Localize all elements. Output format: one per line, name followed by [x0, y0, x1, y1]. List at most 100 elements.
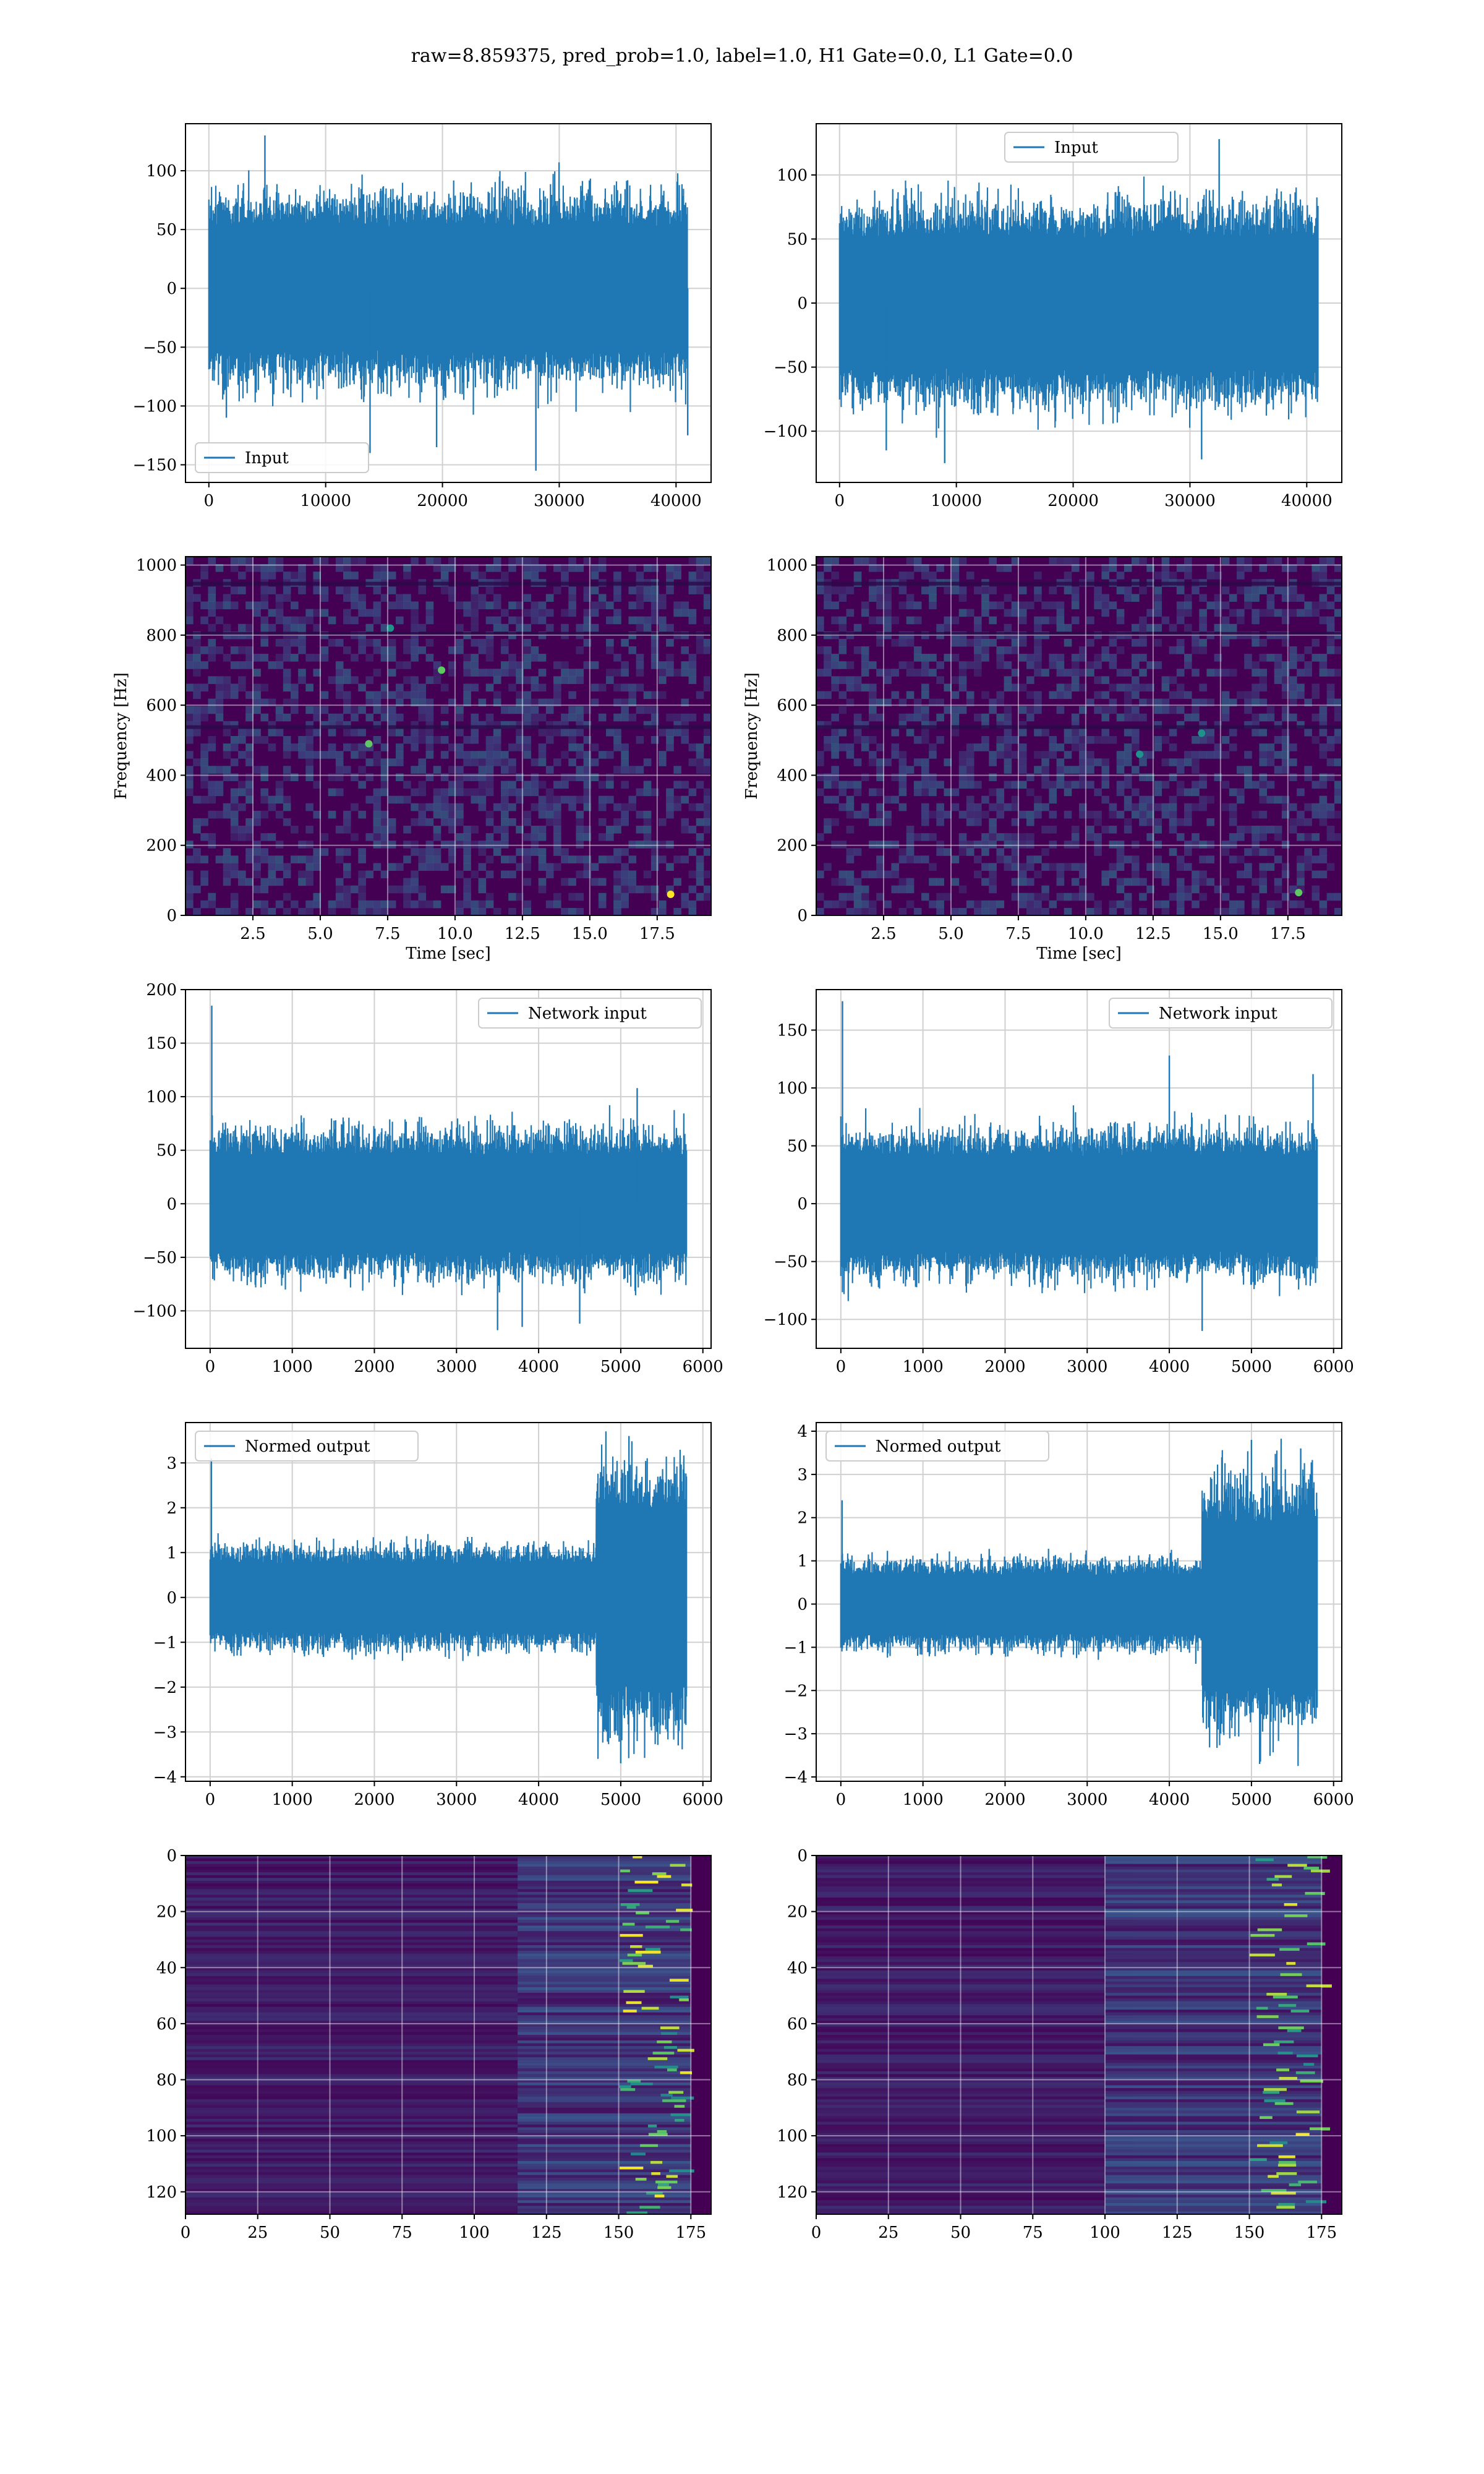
heatmap-cell	[193, 638, 201, 647]
heatmap-cell	[230, 601, 239, 610]
heatmap-row-tail	[518, 2197, 691, 2201]
heatmap-cell	[305, 616, 313, 625]
heatmap-cell	[974, 646, 982, 654]
heatmap-cell	[1237, 855, 1245, 863]
heatmap-cell	[388, 654, 396, 662]
heatmap-activation	[1278, 2004, 1297, 2008]
heatmap-row-tail	[1105, 1956, 1322, 1960]
heatmap-cell	[1094, 900, 1102, 909]
heatmap-cell	[1274, 826, 1282, 834]
heatmap-cell	[245, 728, 254, 737]
heatmap-cell	[884, 601, 892, 610]
heatmap-cell	[666, 669, 674, 677]
heatmap-cell	[598, 795, 607, 804]
heatmap-cell	[440, 795, 449, 804]
heatmap-cell	[478, 773, 487, 781]
heatmap-cell	[1132, 654, 1140, 662]
heatmap-row-streak	[186, 2169, 547, 2173]
heatmap-cell	[1297, 669, 1305, 677]
heatmap-row-tail	[518, 1959, 691, 1963]
x-tick-label: 40000	[650, 492, 702, 510]
heatmap-cell	[1199, 736, 1207, 744]
heatmap-cell	[456, 833, 464, 841]
heatmap-cell	[298, 669, 306, 677]
heatmap-cell	[958, 848, 967, 856]
heatmap-cell	[1176, 683, 1185, 691]
heatmap-row-streak	[186, 2121, 547, 2125]
heatmap-cell	[929, 810, 937, 819]
heatmap-cell	[621, 743, 629, 751]
y-tick-label: −150	[133, 456, 177, 474]
heatmap-cell	[418, 900, 427, 909]
heatmap-cell	[230, 795, 239, 804]
heatmap-cell	[628, 870, 637, 879]
heatmap-row-tail	[518, 1872, 691, 1876]
heatmap-cell	[463, 564, 471, 572]
heatmap-cell	[463, 758, 471, 766]
heatmap-cell	[403, 571, 411, 580]
series-band	[210, 1157, 687, 1251]
heatmap-cell	[1154, 571, 1162, 580]
heatmap-cell	[1176, 601, 1185, 610]
heatmap-cell	[591, 661, 599, 669]
heatmap-row-streak	[816, 1970, 1134, 1974]
heatmap-cell	[380, 706, 389, 714]
heatmap-cell	[1259, 833, 1268, 841]
legend-label: Input	[1054, 139, 1098, 157]
heatmap-cell	[440, 571, 449, 580]
heatmap-cell	[223, 870, 231, 879]
heatmap-cell	[1132, 841, 1140, 849]
heatmap-cell	[876, 713, 884, 722]
heatmap-cell	[1049, 795, 1057, 804]
heatmap-cell	[501, 571, 509, 580]
x-tick-label: 10.0	[1068, 925, 1104, 943]
heatmap-cell	[433, 848, 441, 856]
heatmap-cell	[1132, 766, 1140, 774]
heatmap-cell	[380, 743, 389, 751]
heatmap-cell	[448, 848, 456, 856]
heatmap-row-tail	[1105, 2189, 1322, 2193]
heatmap-cell	[898, 781, 907, 789]
heatmap-cell	[831, 818, 839, 826]
heatmap-cell	[1139, 878, 1147, 886]
heatmap-cell	[613, 736, 621, 744]
heatmap-cell	[358, 885, 366, 894]
heatmap-cell	[576, 907, 584, 915]
heatmap-cell	[1064, 571, 1072, 580]
heatmap-cell	[861, 654, 869, 662]
heatmap-row-tail	[1105, 2133, 1322, 2136]
heatmap-row-streak	[816, 2071, 1134, 2074]
heatmap-cell	[989, 758, 997, 766]
heatmap-cell	[703, 683, 711, 691]
heatmap-cell	[230, 803, 239, 811]
heatmap-row-tail	[1105, 1914, 1322, 1918]
heatmap-cell	[1034, 654, 1042, 662]
heatmap-cell	[1154, 706, 1162, 714]
heatmap-cell	[958, 586, 967, 594]
heatmap-cell	[456, 803, 464, 811]
y-tick-label: 600	[777, 696, 808, 715]
heatmap-cell	[1026, 900, 1034, 909]
heatmap-cell	[1304, 698, 1312, 707]
heatmap-cell	[1004, 609, 1012, 617]
heatmap-row-streak	[816, 2105, 1134, 2108]
heatmap-cell	[621, 638, 629, 647]
heatmap-row-tail	[518, 1948, 691, 1951]
heatmap-cell	[433, 557, 441, 565]
heatmap-cell	[208, 654, 216, 662]
heatmap-cell	[921, 892, 929, 901]
heatmap-cell	[989, 900, 997, 909]
heatmap-cell	[1109, 803, 1117, 811]
heatmap-cell	[628, 586, 637, 594]
heatmap-cell	[568, 795, 576, 804]
heatmap-row-streak	[186, 2107, 547, 2111]
heatmap-cell	[659, 594, 667, 602]
heatmap-row-streak	[816, 1909, 1134, 1912]
heatmap-cell	[650, 586, 659, 594]
heatmap-cell	[388, 900, 396, 909]
heatmap-row-tail	[518, 2071, 691, 2074]
heatmap-row-tail	[1105, 2147, 1322, 2151]
heatmap-row-streak	[186, 1970, 547, 1974]
heatmap-cell	[1132, 736, 1140, 744]
